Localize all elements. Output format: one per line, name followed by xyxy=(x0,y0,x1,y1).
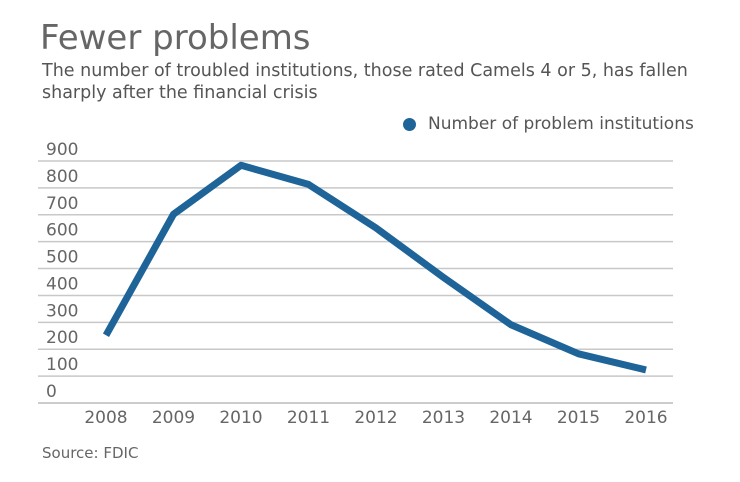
x-tick-label: 2012 xyxy=(354,408,397,428)
x-tick-label: 2009 xyxy=(152,408,195,428)
y-tick-label: 100 xyxy=(46,355,78,375)
y-tick-label: 800 xyxy=(46,167,78,187)
x-tick-label: 2008 xyxy=(84,408,127,428)
x-tick-label: 2013 xyxy=(422,408,465,428)
x-tick-label: 2014 xyxy=(489,408,532,428)
y-tick-label: 500 xyxy=(46,248,78,268)
y-tick-label: 700 xyxy=(46,194,78,214)
legend: Number of problem institutions xyxy=(403,114,694,134)
x-tick-label: 2016 xyxy=(624,408,667,428)
source-note: Source: FDIC xyxy=(42,444,139,462)
chart-subtitle: The number of troubled institutions, tho… xyxy=(42,61,688,103)
series-line xyxy=(102,161,647,374)
y-tick-label: 400 xyxy=(46,274,78,294)
chart-title: Fewer problems xyxy=(40,18,311,58)
y-tick-label: 900 xyxy=(46,140,78,160)
legend-marker xyxy=(403,117,416,131)
y-tick-label: 200 xyxy=(46,328,78,348)
x-tick-label: 2010 xyxy=(219,408,262,428)
x-tick-label: 2015 xyxy=(557,408,600,428)
y-tick-label: 300 xyxy=(46,301,78,321)
x-tick-label: 2011 xyxy=(287,408,330,428)
y-tick-label: 0 xyxy=(46,382,57,402)
y-tick-label: 600 xyxy=(46,221,78,241)
legend-label: Number of problem institutions xyxy=(428,114,694,134)
